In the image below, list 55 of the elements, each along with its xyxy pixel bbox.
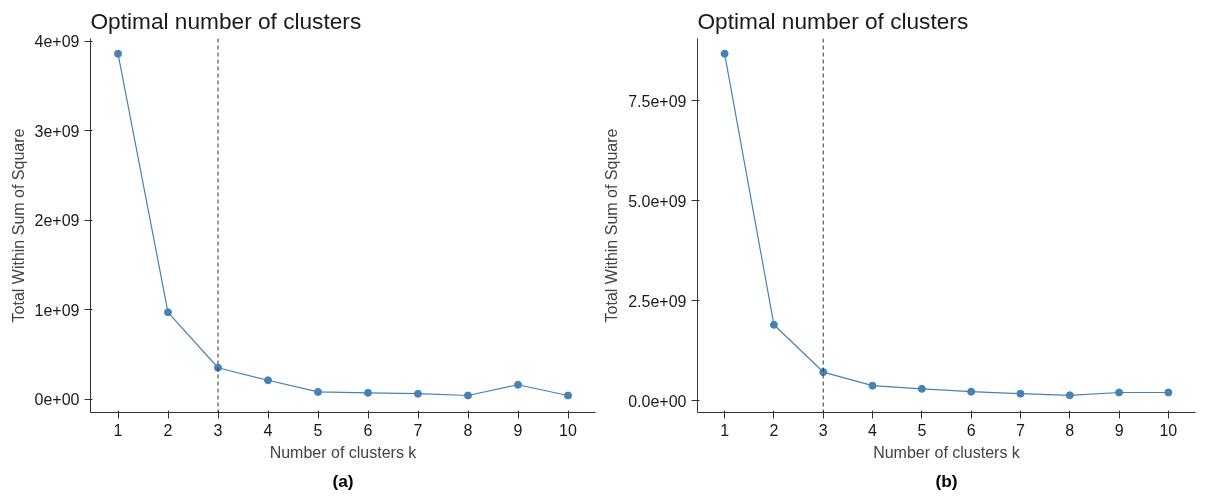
x-tick-label: 6 [966,421,976,439]
x-axis-title: Number of clusters k [269,443,418,461]
point [314,387,322,396]
point [769,320,778,329]
y-tick-label: 1e+09 [34,301,80,319]
y-tick-label: 3e+09 [34,122,80,140]
y-tick-label: 2e+09 [34,212,80,230]
point [917,384,926,393]
text: (a) [332,470,354,491]
x-tick-label: 8 [463,421,473,439]
x-tick-label: 7 [413,421,423,439]
y-tick-label: 4e+09 [34,33,80,51]
x-tick-label: 3 [818,421,828,439]
x-tick-label: 9 [1114,421,1124,439]
point [514,380,522,389]
x-tick-label: 5 [313,421,323,439]
x-tick-label: 1 [720,421,730,439]
point [364,388,372,397]
x-tick-label: 6 [363,421,373,439]
x-tick-label: 5 [917,421,927,439]
point [264,376,272,385]
y-tick-label: 0e+00 [34,391,80,409]
x-tick-label: 2 [769,421,779,439]
y-axis-title: Total Within Sum of Square [9,128,27,323]
y-tick-label: 2.5e+09 [628,292,687,310]
y-axis-title: Total Within Sum of Square [603,128,621,323]
x-tick-label: 4 [263,421,273,439]
chart-title: Optimal number of clusters [90,7,362,34]
x-tick-label: 10 [559,421,577,439]
x-tick-label: 3 [213,421,223,439]
point [1115,388,1124,397]
point [114,49,122,58]
x-tick-label: 4 [868,421,878,439]
point [720,49,729,58]
x-tick-label: 10 [1159,421,1178,439]
point [967,387,976,396]
x-tick-label: 7 [1016,421,1026,439]
point [414,389,422,398]
point [564,391,572,400]
point [464,391,472,400]
point [164,308,172,317]
chart-title: Optimal number of clusters [697,7,969,34]
text: (b) [935,470,958,491]
y-tick-label: 7.5e+09 [628,92,687,110]
point [1164,388,1173,397]
point [868,381,877,390]
x-tick-label: 2 [163,421,173,439]
point [1065,391,1074,400]
y-tick-label: 0.0e+00 [628,392,687,410]
point [1016,389,1025,398]
x-tick-label: 9 [513,421,523,439]
x-tick-label: 8 [1065,421,1075,439]
x-tick-label: 1 [113,421,123,439]
x-axis-title: Number of clusters k [873,443,1021,461]
y-tick-label: 5.0e+09 [628,192,687,210]
